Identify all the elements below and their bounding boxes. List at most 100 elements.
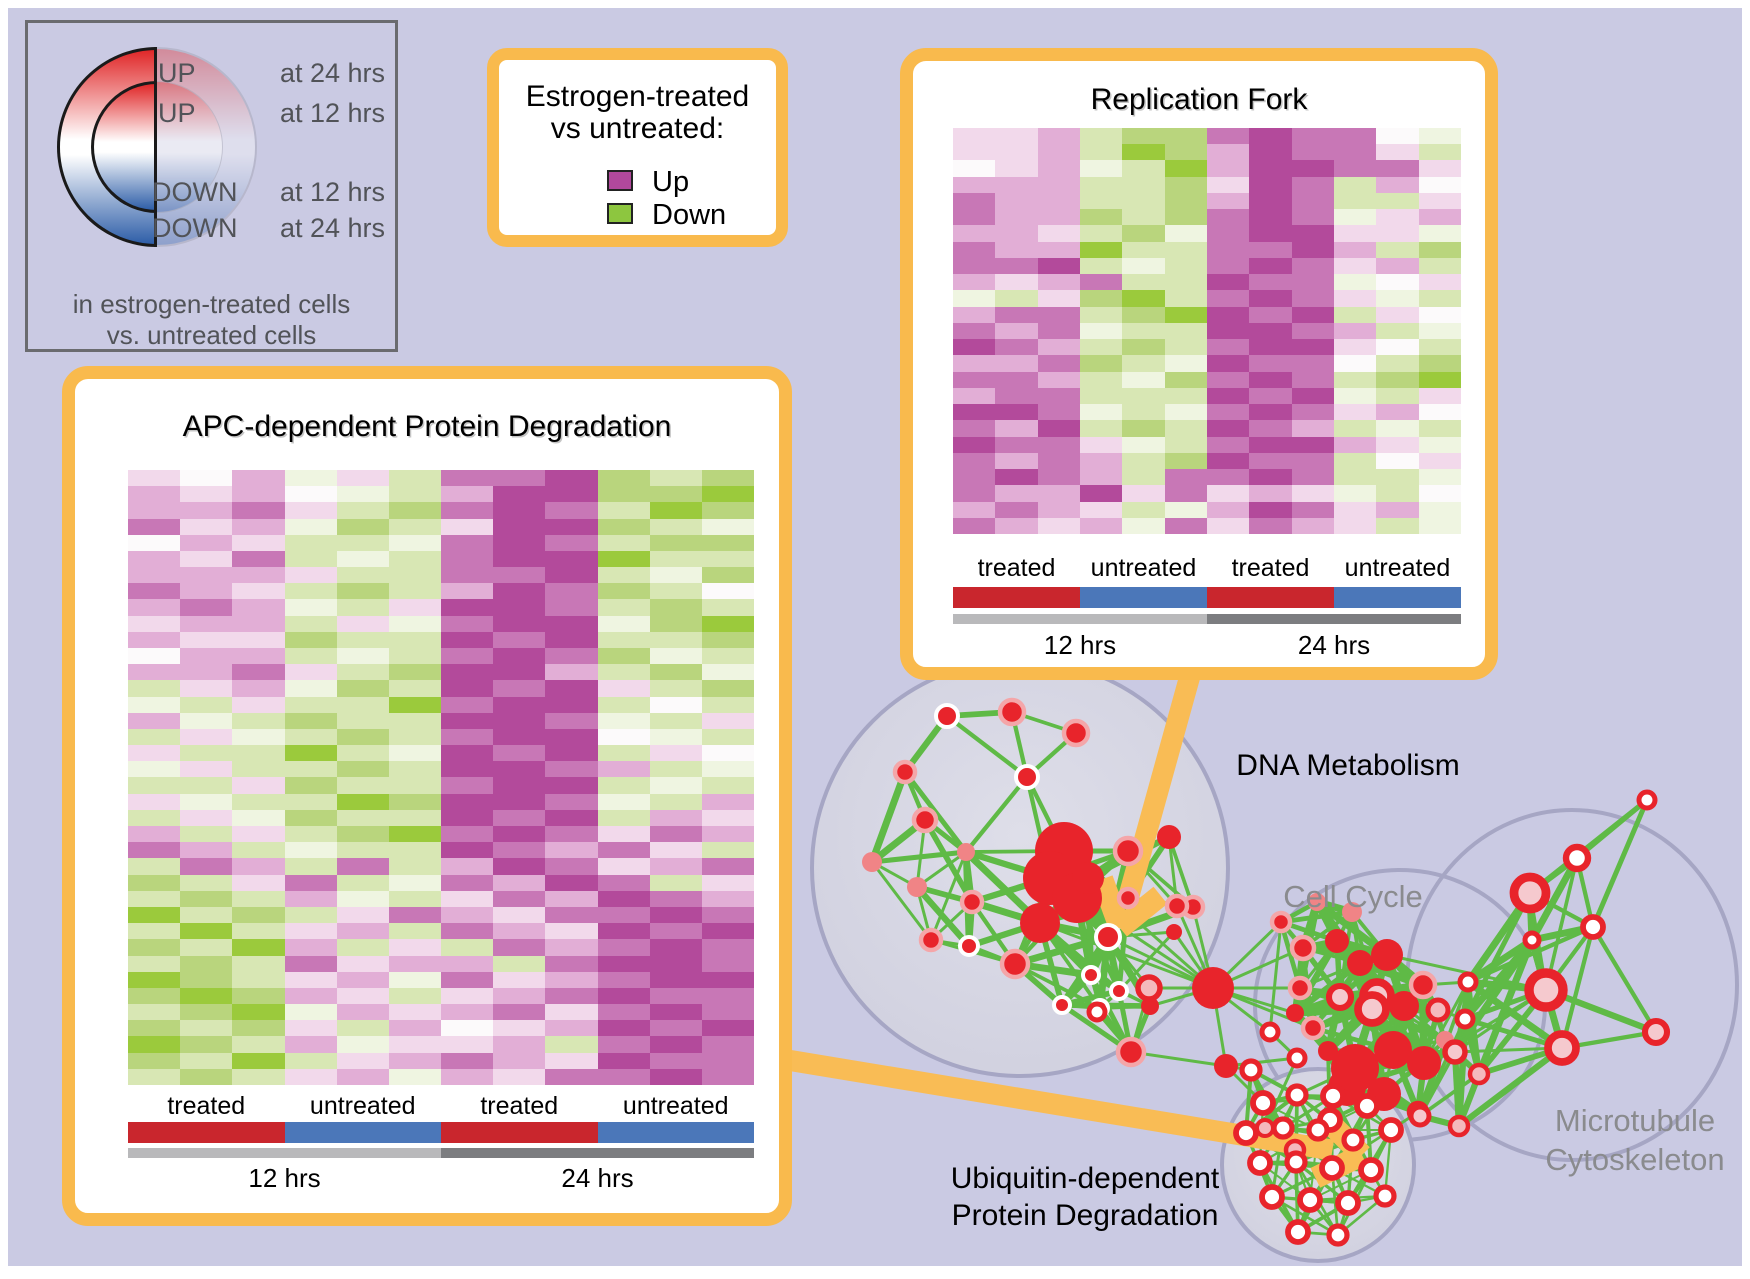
heatmap-cell	[180, 534, 233, 551]
heatmap-cell	[493, 664, 546, 681]
heatmap-cell	[1164, 339, 1207, 356]
heatmap-cell	[1164, 160, 1207, 177]
heatmap-cell	[1079, 241, 1123, 258]
apc-treatment-bars	[128, 1122, 754, 1143]
heatmap-cell	[180, 518, 233, 535]
heatmap-cell	[441, 470, 494, 487]
heatmap-cell	[597, 987, 650, 1005]
treated-bar	[128, 1122, 285, 1143]
heatmap-cell	[1037, 290, 1080, 307]
heatmap-cell	[232, 890, 285, 907]
heatmap-cell	[1037, 517, 1080, 534]
heatmap-cell	[597, 955, 650, 972]
network-edge	[1559, 926, 1596, 1049]
heatmap-cell	[1418, 192, 1461, 210]
heatmap-cell	[701, 1068, 754, 1085]
heatmap-cell	[336, 793, 389, 810]
gene-node-m12	[1580, 914, 1606, 940]
heatmap-cell	[180, 567, 233, 584]
network-edge	[1268, 921, 1283, 1033]
heatmap-cell	[180, 728, 233, 746]
heatmap-cell	[1418, 452, 1461, 470]
gene-node-c3	[1347, 950, 1373, 976]
heatmap-cell	[545, 890, 598, 907]
bar-24hrs	[1207, 614, 1461, 624]
heatmap-cell	[388, 534, 441, 551]
apc-degradation-title: APC-dependent Protein Degradation	[182, 410, 672, 443]
gene-node-c8	[1287, 975, 1313, 1001]
heatmap-cell	[1249, 176, 1292, 193]
heatmap-cell	[1079, 436, 1123, 453]
heatmap-cell	[545, 470, 598, 487]
heatmap-cell	[1291, 290, 1334, 307]
heatmap-cell	[284, 550, 337, 568]
heatmap-cell	[232, 793, 285, 810]
heatmap-cell	[649, 1068, 702, 1085]
heatmap-cell	[388, 842, 441, 859]
heatmap-cell	[441, 858, 494, 875]
treatment-group-label: treated	[1231, 554, 1310, 582]
heatmap-cell	[1376, 306, 1419, 323]
heatmap-cell	[1418, 501, 1461, 518]
heatmap-cell	[180, 486, 233, 503]
heatmap-cell	[1418, 290, 1461, 307]
heatmap-cell	[493, 987, 546, 1005]
gene-node-u15	[1297, 1187, 1323, 1213]
heatmap-cell	[701, 955, 754, 972]
heatmap-cell	[1376, 192, 1419, 210]
time-label-12hrs: 12 hrs	[248, 1163, 321, 1193]
heatmap-cell	[701, 518, 754, 535]
heatmap-cell	[388, 826, 441, 843]
heatmap-cell	[180, 1068, 233, 1085]
heatmap-cell	[336, 826, 389, 843]
gene-node-d19	[999, 948, 1031, 980]
gene-node-c7	[1325, 982, 1355, 1012]
heatmap-cell	[545, 486, 598, 503]
heatmap-cell	[1164, 290, 1207, 307]
heatmap-cell	[649, 728, 702, 746]
heatmap-cell	[388, 1052, 441, 1069]
apc-time-labels: 12 hrs 24 hrs	[128, 1163, 754, 1194]
heatmap-cell	[649, 923, 702, 940]
heatmap-cell	[995, 404, 1038, 421]
heatmap-cell	[597, 696, 650, 713]
heatmap-cell	[232, 502, 285, 519]
gene-node-d3	[1061, 718, 1091, 748]
gene-node-m10	[1408, 1104, 1432, 1128]
heatmap-cell	[128, 858, 181, 875]
heatmap-cell	[701, 648, 754, 665]
heatmap-cell	[701, 1052, 754, 1069]
heatmap-cell	[336, 712, 389, 729]
heatmap-cell	[1122, 371, 1165, 388]
gene-node-u19	[1326, 1223, 1350, 1247]
heatmap-cell	[284, 955, 337, 972]
gene-node-u11	[1284, 1150, 1308, 1174]
heatmap-cell	[649, 955, 702, 972]
gene-node-u13	[1358, 1157, 1384, 1183]
heatmap-cell	[336, 809, 389, 827]
gene-node-c12	[1374, 1031, 1412, 1069]
heatmap-cell	[232, 858, 285, 875]
heatmap-cell	[597, 826, 650, 843]
heatmap-cell	[441, 1004, 494, 1021]
heatmap-cell	[597, 906, 650, 924]
heatmap-cell	[649, 939, 702, 956]
heatmap-cell	[1037, 452, 1080, 470]
heatmap-cell	[1164, 420, 1207, 437]
heatmap-cell	[336, 777, 389, 794]
heatmap-cell	[1418, 225, 1461, 242]
heatmap-cell	[284, 664, 337, 681]
heatmap-cell	[701, 809, 754, 827]
heatmap-cell	[1376, 144, 1419, 161]
heatmap-cell	[441, 842, 494, 859]
heatmap-cell	[128, 826, 181, 843]
heatmap-cell	[953, 404, 996, 421]
heatmap-cell	[597, 550, 650, 568]
heatmap-cell	[493, 615, 546, 632]
heatmap-cell	[1206, 371, 1250, 388]
heatmap-cell	[284, 583, 337, 600]
heatmap-cell	[545, 712, 598, 729]
heatmap-cell	[701, 712, 754, 729]
network-edge	[1591, 925, 1658, 1034]
